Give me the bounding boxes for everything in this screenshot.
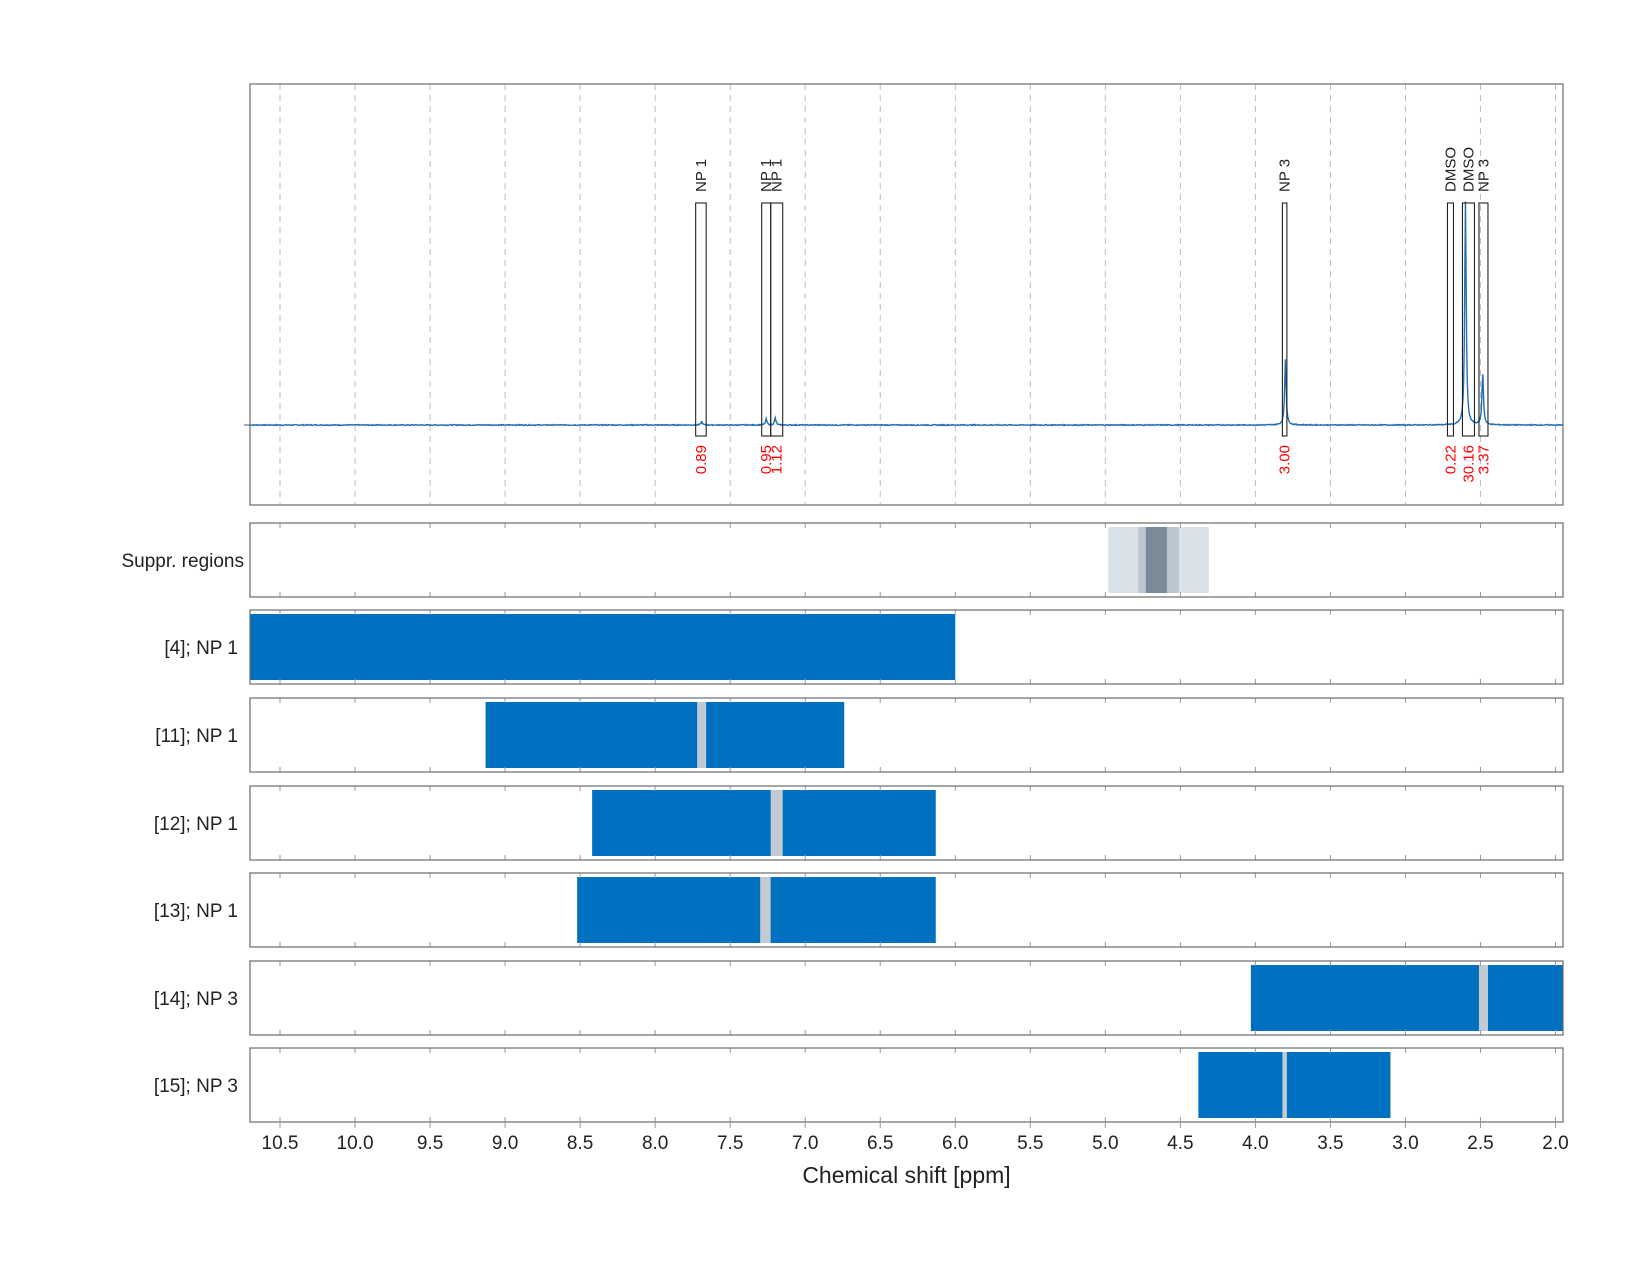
range-label: [4]; NP 1 bbox=[164, 638, 238, 659]
peak-marker bbox=[1282, 1052, 1287, 1118]
x-tick-label: 10.5 bbox=[262, 1133, 299, 1154]
x-tick-label: 3.0 bbox=[1392, 1133, 1418, 1154]
suppr-regions-label: Suppr. regions bbox=[121, 551, 244, 572]
x-axis-label: Chemical shift [ppm] bbox=[802, 1162, 1010, 1188]
range-frame bbox=[249, 697, 1564, 773]
peak-box bbox=[1461, 202, 1476, 437]
x-tick-label: 7.0 bbox=[792, 1133, 818, 1154]
peak-box bbox=[1478, 202, 1489, 437]
peak-annotation: NP 3 3.00 bbox=[1277, 159, 1294, 474]
peak-marker bbox=[1478, 965, 1488, 1031]
range-frame bbox=[249, 960, 1564, 1036]
peak-box bbox=[1281, 202, 1288, 437]
peak-marker bbox=[770, 790, 783, 856]
x-tick-label: 2.0 bbox=[1542, 1133, 1568, 1154]
spectrum-frame bbox=[249, 83, 1564, 506]
integral-label: 3.00 bbox=[1277, 445, 1294, 474]
x-tick-label: 7.5 bbox=[717, 1133, 743, 1154]
spectrum-panel: NP 1 0.89 NP 1 0.95 NP 1 1.12 NP 3 3.00 DMSO 0.22… bbox=[244, 83, 1564, 506]
peak-marker bbox=[760, 877, 771, 943]
integral-label: 1.12 bbox=[769, 445, 786, 474]
range-panel: [11]; NP 1 bbox=[155, 697, 1564, 773]
range-label: [12]; NP 1 bbox=[154, 814, 238, 835]
range-panels: [4]; NP 1 [11]; NP 1 [12]; NP 1 [13]; NP 1 [… bbox=[154, 609, 1564, 1123]
peak-box bbox=[770, 202, 784, 437]
integral-label: 0.22 bbox=[1442, 445, 1459, 474]
x-tick-label: 6.0 bbox=[942, 1133, 968, 1154]
range-label: [11]; NP 1 bbox=[155, 726, 238, 747]
peak-annotation: DMSO 30.16 bbox=[1460, 147, 1477, 483]
peak-label: NP 3 bbox=[1277, 159, 1294, 192]
suppression-band bbox=[1145, 527, 1167, 593]
range-panel: [4]; NP 1 bbox=[164, 609, 1564, 685]
integral-label: 0.95 bbox=[758, 445, 775, 474]
range-panel: [15]; NP 3 bbox=[154, 1047, 1564, 1123]
x-tick-label: 3.5 bbox=[1317, 1133, 1343, 1154]
peak-label: NP 3 bbox=[1475, 159, 1492, 192]
range-panel: [12]; NP 1 bbox=[154, 785, 1564, 861]
x-tick-label: 6.5 bbox=[867, 1133, 893, 1154]
range-frame bbox=[249, 1047, 1564, 1123]
range-panel: [13]; NP 1 bbox=[154, 872, 1564, 948]
peak-annotation: NP 1 0.89 bbox=[693, 159, 710, 474]
integral-label: 0.89 bbox=[693, 445, 710, 474]
suppression-regions-panel: Suppr. regions bbox=[121, 522, 1564, 598]
range-frame bbox=[249, 872, 1564, 948]
peak-label: NP 1 bbox=[769, 159, 786, 192]
peak-annotation: DMSO 0.22 bbox=[1442, 147, 1459, 474]
peak-marker bbox=[697, 702, 707, 768]
peak-box bbox=[695, 202, 707, 437]
integral-label: 3.37 bbox=[1475, 445, 1492, 474]
peak-label: NP 1 bbox=[758, 159, 775, 192]
peak-label: DMSO bbox=[1460, 147, 1477, 192]
integral-label: 30.16 bbox=[1460, 445, 1477, 483]
peak-box bbox=[761, 202, 772, 437]
peak-annotation: NP 1 0.95 bbox=[758, 159, 775, 474]
peak-annotation: NP 3 3.37 bbox=[1475, 159, 1492, 474]
x-tick-label: 8.0 bbox=[642, 1133, 668, 1154]
range-bar bbox=[577, 877, 936, 943]
x-tick-label: 5.5 bbox=[1017, 1133, 1043, 1154]
spectrum-trace bbox=[249, 201, 1564, 427]
suppr-frame bbox=[249, 522, 1564, 598]
peak-label: NP 1 bbox=[693, 159, 710, 192]
range-label: [13]; NP 1 bbox=[154, 901, 238, 922]
x-axis: 10.5 10.0 9.5 9.0 8.5 8.0 7.5 7.0 6.5 6.0 5.5 5.0 4.… bbox=[262, 1122, 1569, 1154]
x-tick-label: 4.5 bbox=[1167, 1133, 1193, 1154]
x-tick-label: 2.5 bbox=[1467, 1133, 1493, 1154]
x-tick-label: 8.5 bbox=[567, 1133, 593, 1154]
range-label: [15]; NP 3 bbox=[154, 1076, 238, 1097]
range-frame bbox=[249, 785, 1564, 861]
range-panel: [14]; NP 3 bbox=[154, 960, 1564, 1036]
range-bar bbox=[485, 702, 845, 768]
peak-annotation: NP 1 1.12 bbox=[769, 159, 786, 474]
peak-label: DMSO bbox=[1442, 147, 1459, 192]
x-tick-label: 4.0 bbox=[1242, 1133, 1268, 1154]
range-bar bbox=[1250, 965, 1563, 1031]
x-tick-label: 9.5 bbox=[417, 1133, 443, 1154]
range-label: [14]; NP 3 bbox=[154, 989, 238, 1010]
range-frame bbox=[249, 609, 1564, 685]
suppr-background bbox=[250, 523, 1563, 597]
range-bar bbox=[592, 790, 936, 856]
range-bar bbox=[1198, 1052, 1391, 1118]
peak-box bbox=[1446, 202, 1455, 437]
x-tick-label: 5.0 bbox=[1092, 1133, 1118, 1154]
x-tick-label: 10.0 bbox=[337, 1133, 374, 1154]
x-tick-label: 9.0 bbox=[492, 1133, 518, 1154]
range-bar bbox=[250, 614, 956, 680]
